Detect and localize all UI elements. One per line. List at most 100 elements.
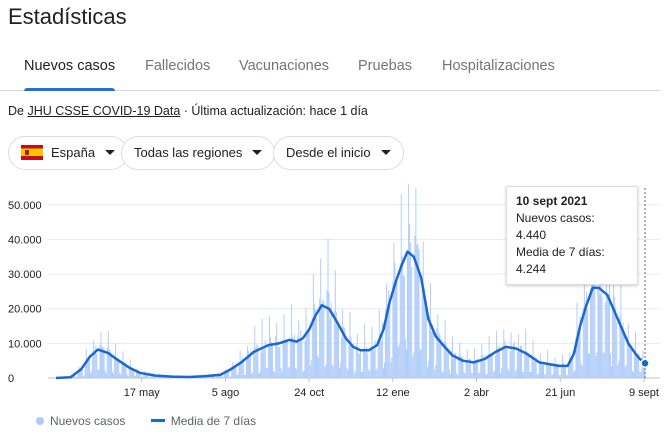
cases-bar <box>249 356 251 378</box>
cases-bar <box>362 371 364 378</box>
cases-bar <box>575 338 577 378</box>
cases-bar <box>602 353 604 378</box>
cases-bar <box>522 371 524 378</box>
cases-bar <box>213 375 215 378</box>
cases-bar <box>470 372 472 378</box>
cases-bar <box>312 274 314 378</box>
cases-bar <box>80 370 82 378</box>
cases-bar <box>336 326 338 378</box>
cases-bar <box>333 310 335 378</box>
cases-bar <box>430 283 432 378</box>
cases-bar <box>555 364 557 378</box>
cases-bar <box>591 228 593 378</box>
cases-bar <box>472 361 474 378</box>
cases-bar <box>314 309 316 378</box>
cases-bar <box>316 318 317 378</box>
tab-fallecidos[interactable]: Fallecidos <box>145 58 211 74</box>
cases-bar <box>124 361 126 378</box>
cases-bar <box>526 351 528 378</box>
cases-bar <box>565 366 566 378</box>
cases-bar <box>531 355 533 378</box>
cases-bar <box>90 373 91 378</box>
cases-bar <box>301 338 303 378</box>
cases-bar <box>485 374 487 378</box>
cases-bar <box>515 369 517 378</box>
tab-vacunaciones[interactable]: Vacunaciones <box>239 58 330 74</box>
cases-bar <box>611 366 612 378</box>
x-tick-label: 9 sept <box>629 387 659 399</box>
cases-bar <box>572 351 574 378</box>
cases-bar <box>533 361 535 378</box>
cases-bar <box>341 337 343 378</box>
cases-bar <box>514 371 516 378</box>
tab-hospitalizaciones[interactable]: Hospitalizaciones <box>442 58 555 74</box>
caret-down-icon <box>105 150 116 156</box>
cases-bar <box>424 308 426 378</box>
cases-bar <box>228 370 230 378</box>
cases-bar <box>220 374 222 378</box>
cases-bar <box>412 356 414 378</box>
region-select[interactable]: Todas las regiones <box>121 136 276 170</box>
cases-bar <box>542 364 543 378</box>
cases-bar <box>594 272 596 378</box>
cases-bar <box>139 371 141 378</box>
cases-bar <box>259 371 261 378</box>
tab-nuevos-casos[interactable]: Nuevos casos <box>24 44 116 91</box>
cases-bar <box>146 373 148 378</box>
cases-bar <box>329 319 331 378</box>
cases-bar <box>477 358 479 378</box>
tab-pruebas[interactable]: Pruebas <box>358 58 413 74</box>
cases-bar <box>245 359 247 378</box>
period-select[interactable]: Desde el inicio <box>273 136 404 170</box>
cases-bar <box>462 361 464 378</box>
cases-bar <box>140 372 142 378</box>
cases-bar <box>615 307 617 378</box>
cases-bar <box>569 352 571 378</box>
cases-bar <box>560 365 562 378</box>
cases-bar <box>427 362 429 378</box>
cases-bar <box>597 287 599 378</box>
cases-bar <box>385 308 387 378</box>
cases-bar <box>128 367 130 378</box>
cases-bar <box>487 354 489 378</box>
cases-bar <box>281 371 283 378</box>
cases-bar <box>443 341 445 378</box>
x-tick-label: 17 may <box>124 387 161 399</box>
cases-bar <box>479 372 481 378</box>
cases-bar <box>559 374 561 378</box>
legend-cases: Nuevos casos <box>36 414 125 428</box>
cases-bar <box>420 348 422 378</box>
cases-bar <box>120 374 122 378</box>
cases-bar <box>455 352 457 378</box>
cases-bar <box>92 357 94 378</box>
cases-bar <box>258 373 260 378</box>
cases-bar <box>226 370 227 378</box>
cases-bar <box>378 309 380 378</box>
cases-bar <box>74 374 76 378</box>
cases-bar <box>633 372 634 378</box>
cases-bar <box>232 361 234 378</box>
cases-bar <box>321 303 323 378</box>
cases-chart[interactable]: 17 may 5 ago 24 oct 12 ene 2 abr 21 jun 9 sept… <box>0 176 671 408</box>
cases-bar <box>381 322 383 378</box>
cases-bar <box>221 376 223 378</box>
cases-bar <box>109 352 111 378</box>
cases-bar <box>317 355 319 378</box>
cases-bar <box>452 336 453 378</box>
cases-bar <box>557 365 559 378</box>
cases-bar <box>279 346 281 378</box>
cases-bar <box>351 346 353 378</box>
cases-bar <box>126 374 128 378</box>
cases-bar <box>340 362 342 378</box>
cases-bar <box>366 347 368 378</box>
cases-bar <box>397 346 399 378</box>
source-link[interactable]: JHU CSSE COVID-19 Data <box>27 104 181 118</box>
cases-bar <box>145 373 147 378</box>
cases-bar <box>266 368 268 378</box>
y-tick-label: 10.000 <box>8 338 42 350</box>
country-select[interactable]: España <box>8 136 129 170</box>
cases-bar <box>118 359 120 378</box>
cases-bar <box>299 341 301 378</box>
cases-bar <box>237 373 239 378</box>
cases-bar <box>136 372 138 378</box>
